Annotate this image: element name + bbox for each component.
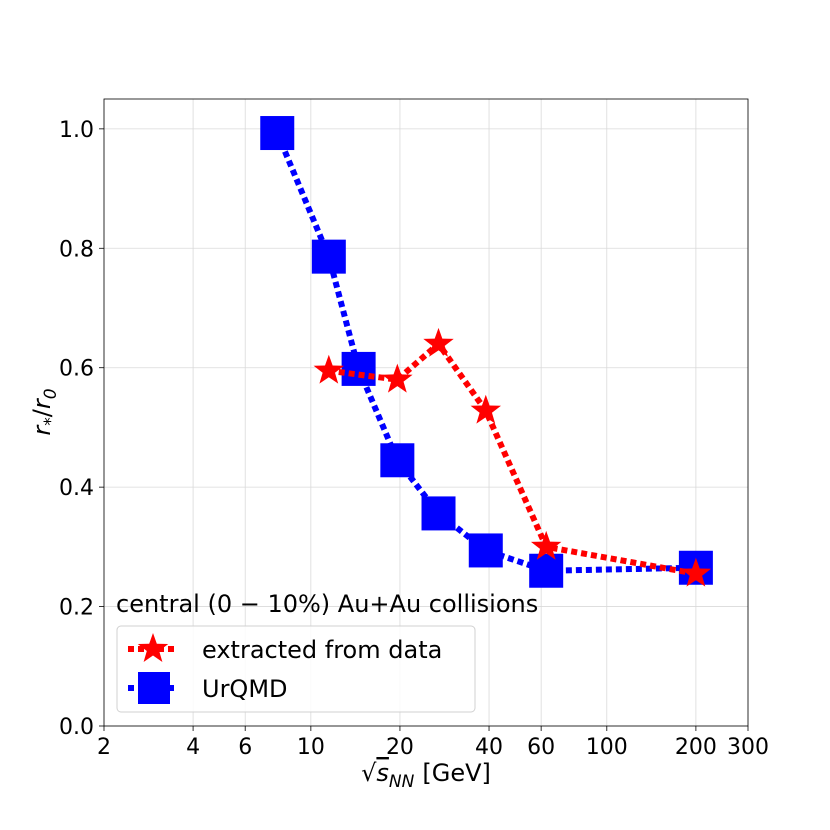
- y-tick-label: 0.8: [59, 237, 94, 262]
- data-point-square: [468, 533, 503, 568]
- legend: central (0 − 10%) Au+Au collisions extra…: [116, 590, 538, 713]
- data-point-square: [529, 553, 564, 588]
- y-axis-label-var2: r: [28, 397, 56, 409]
- legend-label-data: extracted from data: [202, 636, 442, 664]
- data-point-star: [423, 327, 454, 357]
- y-tick-label: 0.0: [59, 715, 94, 740]
- plot-frame: [103, 98, 749, 727]
- x-axis-label: √sNN [GeV]: [361, 759, 491, 792]
- x-axis-label-unit: [GeV]: [422, 759, 491, 787]
- x-tick-label: 300: [727, 735, 769, 760]
- data-point-star: [470, 394, 501, 424]
- y-axis-label-var: r: [28, 424, 56, 436]
- legend-marker-square: [138, 672, 170, 704]
- x-tick-label: 4: [186, 735, 200, 760]
- series-urqmd: [260, 116, 713, 588]
- y-tick-label: 0.2: [59, 596, 94, 621]
- y-axis-label-sep: /: [28, 408, 56, 417]
- data-point-square: [421, 496, 456, 531]
- y-tick-label: 1.0: [59, 118, 94, 143]
- x-axis-label-sub: NN: [389, 772, 415, 792]
- y-axis-label-sub: *: [41, 417, 61, 426]
- legend-box: [116, 625, 476, 713]
- data-point-square: [380, 443, 415, 478]
- x-tick-label: 10: [297, 735, 325, 760]
- legend-marker-star: [137, 633, 169, 662]
- x-axis: 2 4 6 10 20 40 60 100 200 300: [97, 726, 769, 760]
- data-point-star: [530, 530, 562, 560]
- x-tick-label: 2: [97, 735, 111, 760]
- data-point-square: [311, 239, 346, 274]
- x-axis-label-var: s: [376, 759, 389, 787]
- x-axis-label-sqrt: √: [361, 759, 377, 787]
- x-tick-label: 200: [675, 735, 717, 760]
- series-layer: [260, 116, 713, 588]
- data-point-star: [313, 354, 345, 384]
- legend-label-urqmd: UrQMD: [202, 675, 288, 703]
- series-line: [328, 339, 697, 577]
- series-extracted-from-data: [313, 327, 712, 587]
- legend-title: central (0 − 10%) Au+Au collisions: [116, 590, 538, 618]
- y-axis-label: r*/r0: [28, 388, 61, 435]
- x-tick-label: 100: [586, 735, 628, 760]
- y-axis: 0.0 0.2 0.4 0.6 0.8 1.0: [59, 118, 104, 740]
- data-point-square: [260, 116, 295, 151]
- y-axis-label-sub2: 0: [41, 388, 61, 399]
- series-line: [274, 131, 696, 574]
- y-tick-label: 0.6: [59, 357, 94, 382]
- data-point-square: [341, 351, 376, 386]
- data-point-star: [680, 557, 712, 587]
- y-tick-label: 0.4: [59, 476, 94, 501]
- x-tick-label: 40: [475, 735, 503, 760]
- x-tick-label: 20: [386, 735, 414, 760]
- x-tick-label: 60: [527, 735, 555, 760]
- x-tick-label: 6: [238, 735, 252, 760]
- data-point-star: [382, 363, 413, 393]
